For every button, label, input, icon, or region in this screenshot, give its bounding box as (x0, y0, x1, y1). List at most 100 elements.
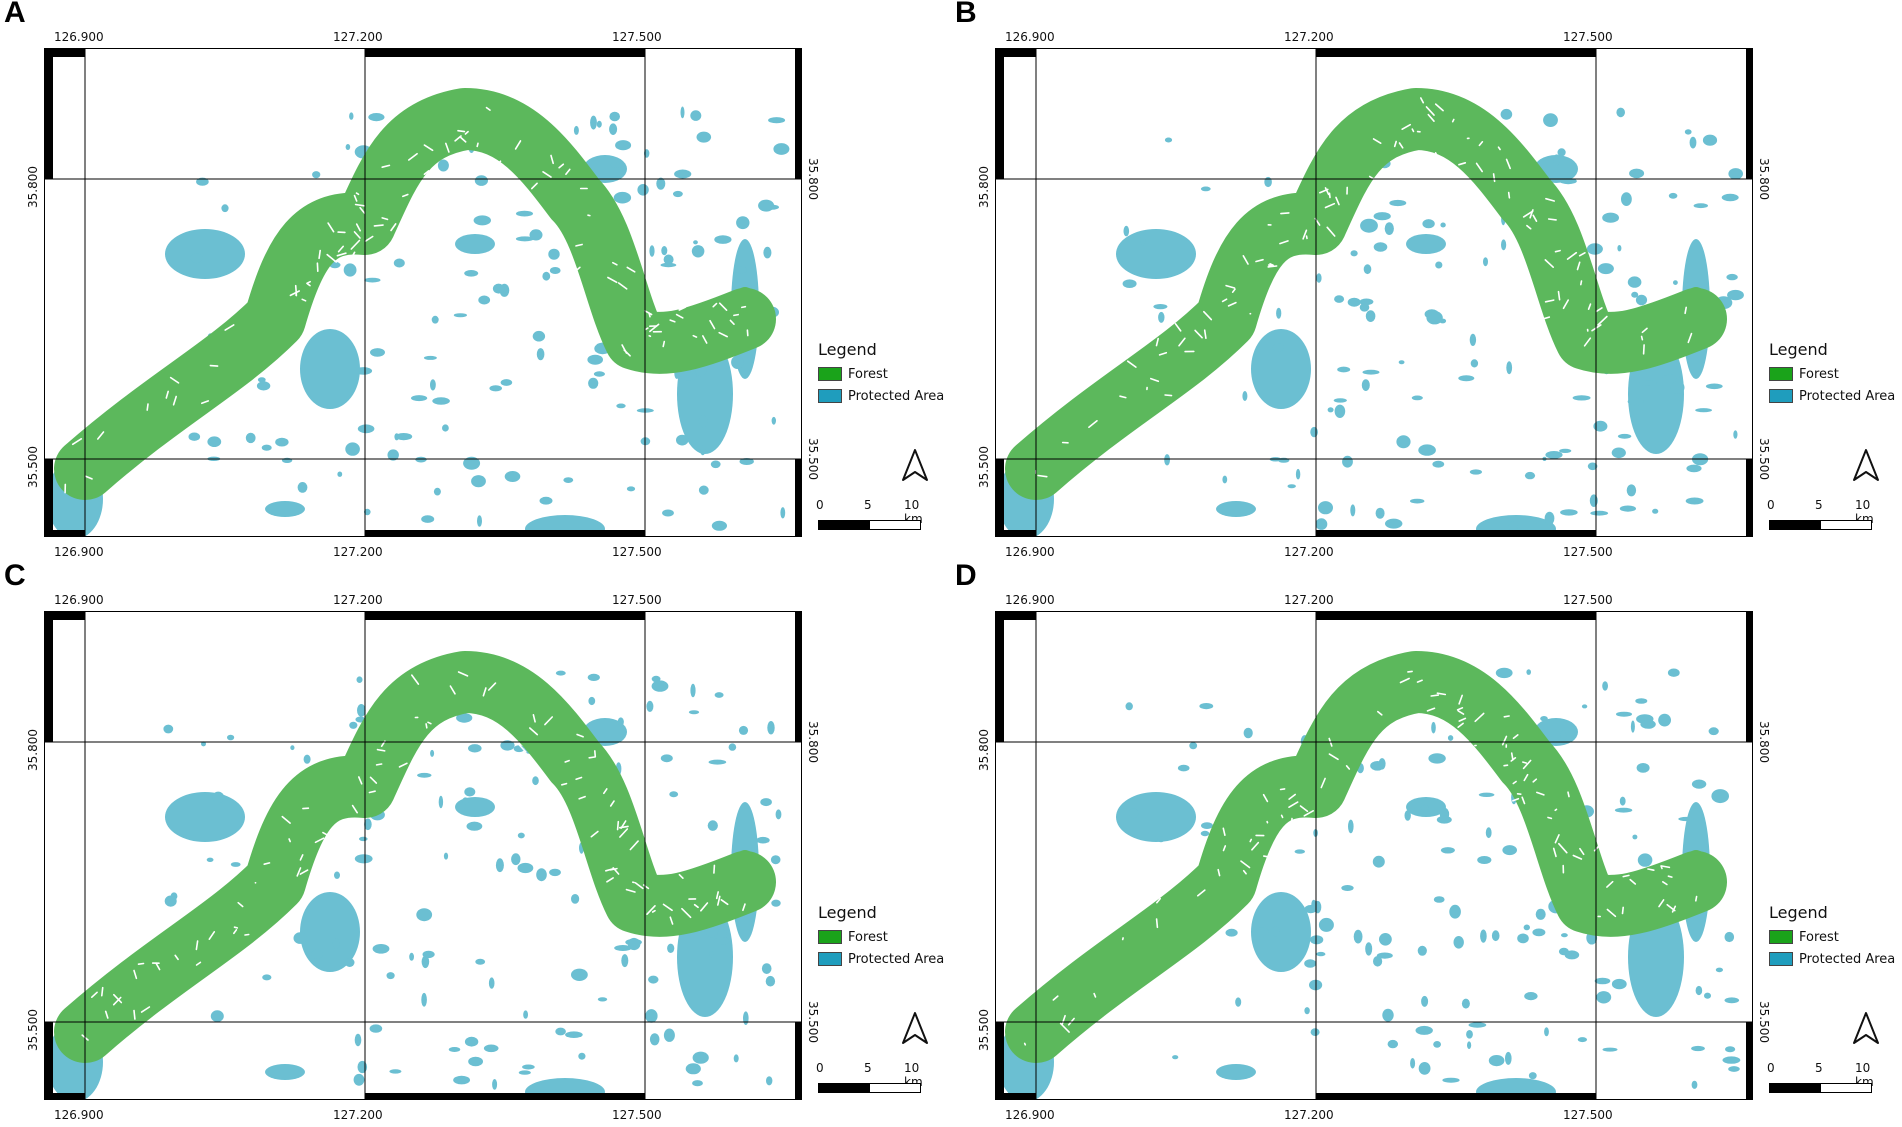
y-tick-right: 35.500 (806, 438, 820, 480)
scale-segment-filled (1769, 1083, 1821, 1093)
map-neatline (45, 49, 801, 536)
north-arrow-icon (902, 449, 928, 481)
map-canvas (45, 612, 801, 1099)
legend-label: Protected Area (848, 388, 945, 404)
legend-title: Legend (818, 340, 877, 359)
y-tick-left: 35.800 (26, 729, 40, 771)
map-canvas (996, 49, 1752, 536)
scale-segment-empty (869, 1083, 921, 1093)
legend-title: Legend (818, 903, 877, 922)
x-tick-bottom: 126.900 (1005, 545, 1055, 559)
legend-item-forest: Forest (818, 363, 944, 385)
north-arrow-icon (902, 1012, 928, 1044)
forest-swatch (818, 367, 842, 381)
graticule (45, 612, 801, 1099)
x-tick-top: 127.200 (1284, 30, 1334, 44)
y-tick-left: 35.500 (977, 446, 991, 488)
scale-segment-empty (869, 520, 921, 530)
legend-item-protected-area: Protected Area (818, 385, 944, 407)
protected-area-swatch (818, 952, 842, 966)
forest-layer (54, 651, 776, 1063)
scale-segment-empty (1820, 520, 1872, 530)
legend: Legend Forest Protected Area (818, 340, 944, 407)
legend-label: Forest (848, 366, 888, 382)
y-tick-left: 35.500 (26, 1009, 40, 1051)
x-tick-bottom: 127.200 (1284, 545, 1334, 559)
x-tick-bottom: 127.200 (333, 545, 383, 559)
x-tick-bottom: 127.500 (612, 1108, 662, 1122)
scale-bar: 0 5 10 km (816, 1061, 928, 1101)
scale-bar: 0 5 10 km (1767, 1061, 1879, 1101)
graticule (996, 612, 1752, 1099)
scale-label: 5 (864, 1061, 872, 1075)
y-tick-left: 35.500 (977, 1009, 991, 1051)
x-tick-bottom: 127.200 (333, 1108, 383, 1122)
panel-label: A (4, 0, 26, 29)
legend-item-protected-area: Protected Area (1769, 948, 1895, 970)
y-tick-left: 35.800 (977, 729, 991, 771)
x-tick-top: 126.900 (54, 593, 104, 607)
forest-layer (1005, 651, 1727, 1063)
legend: Legend Forest Protected Area (1769, 340, 1895, 407)
protected-area-swatch (1769, 389, 1793, 403)
x-tick-bottom: 127.500 (612, 545, 662, 559)
protected-area-swatch (1769, 952, 1793, 966)
protected-area-swatch (818, 389, 842, 403)
legend-label: Forest (1799, 929, 1839, 945)
x-tick-bottom: 126.900 (54, 545, 104, 559)
legend-label: Forest (848, 929, 888, 945)
scale-segment-filled (818, 520, 870, 530)
forest-gaps (1023, 670, 1698, 1046)
scale-label: 0 (1767, 1061, 1775, 1075)
legend-item-forest: Forest (1769, 363, 1895, 385)
scale-label: 0 (816, 1061, 824, 1075)
panel-label: C (4, 559, 26, 592)
map-panel: C 126.900 127.200 127.500 126.900 127.20… (0, 559, 951, 1126)
y-tick-right: 35.800 (1757, 158, 1771, 200)
forest-gaps (81, 671, 746, 1041)
forest-layer (1005, 88, 1727, 500)
panel-label: D (955, 559, 977, 592)
y-tick-right: 35.500 (806, 1001, 820, 1043)
legend-label: Protected Area (848, 951, 945, 967)
scale-label: 0 (816, 498, 824, 512)
scale-segment-empty (1820, 1083, 1872, 1093)
map-canvas (45, 49, 801, 536)
y-tick-right: 35.500 (1757, 1001, 1771, 1043)
map-frame (44, 48, 802, 537)
graticule (45, 49, 801, 536)
x-tick-top: 127.200 (333, 30, 383, 44)
map-neatline (996, 49, 1752, 536)
x-tick-top: 126.900 (54, 30, 104, 44)
legend-label: Forest (1799, 366, 1839, 382)
y-tick-left: 35.800 (977, 166, 991, 208)
forest-swatch (1769, 930, 1793, 944)
scale-segment-filled (818, 1083, 870, 1093)
scale-label: 5 (1815, 498, 1823, 512)
x-tick-top: 127.500 (1563, 593, 1613, 607)
y-tick-right: 35.800 (806, 721, 820, 763)
forest-gaps (1035, 97, 1693, 478)
y-tick-right: 35.500 (1757, 438, 1771, 480)
map-panel: D 126.900 127.200 127.500 126.900 127.20… (951, 559, 1902, 1126)
x-tick-bottom: 127.500 (1563, 545, 1613, 559)
y-tick-left: 35.500 (26, 446, 40, 488)
map-panel: B 126.900 127.200 127.500 126.900 127.20… (951, 0, 1902, 563)
map-panel: A 126.900 127.200 127.500 126.900 127.20… (0, 0, 951, 563)
x-tick-bottom: 126.900 (54, 1108, 104, 1122)
x-tick-top: 127.200 (333, 593, 383, 607)
legend: Legend Forest Protected Area (1769, 903, 1895, 970)
x-tick-top: 127.500 (612, 593, 662, 607)
x-tick-top: 127.500 (1563, 30, 1613, 44)
x-tick-bottom: 127.200 (1284, 1108, 1334, 1122)
map-frame (995, 611, 1753, 1100)
map-neatline (996, 612, 1752, 1099)
y-tick-left: 35.800 (26, 166, 40, 208)
x-tick-top: 126.900 (1005, 30, 1055, 44)
forest-swatch (1769, 367, 1793, 381)
legend: Legend Forest Protected Area (818, 903, 944, 970)
x-tick-top: 127.200 (1284, 593, 1334, 607)
legend-item-forest: Forest (1769, 926, 1895, 948)
x-tick-bottom: 127.500 (1563, 1108, 1613, 1122)
scale-segment-filled (1769, 520, 1821, 530)
